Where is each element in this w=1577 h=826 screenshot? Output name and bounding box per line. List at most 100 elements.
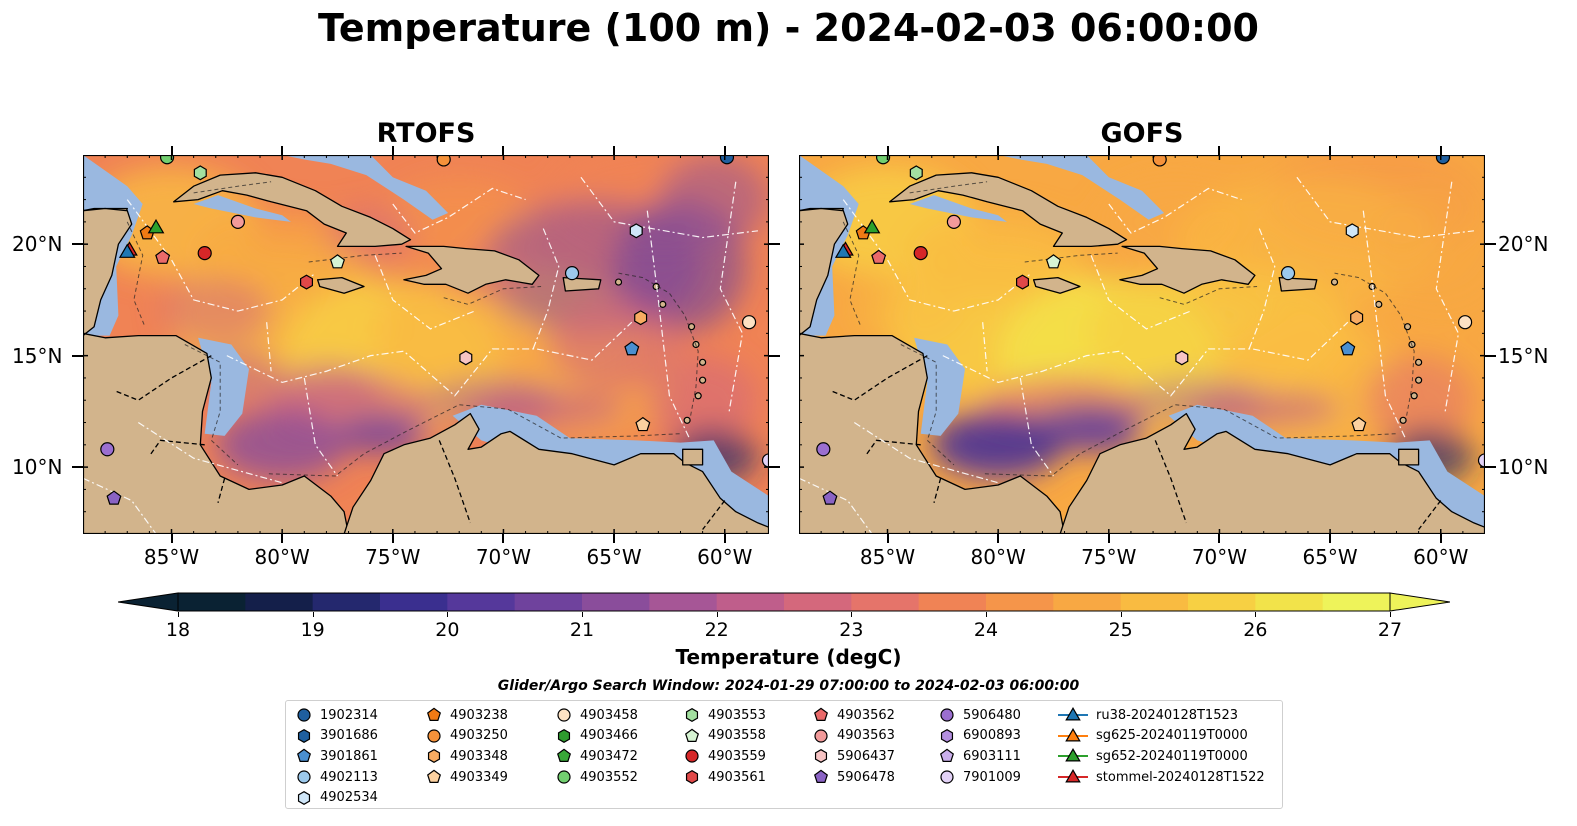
- country-border: [864, 439, 921, 457]
- land-yucatan: [83, 207, 133, 337]
- legend-triangle-marker: [1065, 707, 1081, 721]
- eez-boundary: [531, 228, 560, 352]
- land-trin: [1398, 448, 1420, 466]
- lon-tick-label: 75°W: [365, 545, 421, 569]
- argo-float-3901861: [1340, 341, 1356, 356]
- argo-float-4903558: [1045, 254, 1061, 269]
- panel-title-rtofs: RTOFS: [376, 118, 476, 149]
- land-pr: [562, 276, 602, 292]
- island: [694, 392, 702, 400]
- legend-label: 4902113: [320, 769, 378, 785]
- shelf-cubaS: [909, 195, 1007, 222]
- argo-float-4903562: [155, 249, 171, 264]
- land-cuba: [889, 172, 1128, 248]
- colorbar-segment: [514, 593, 583, 611]
- argo-float-4903561: [299, 274, 314, 290]
- argo-float-4903553: [193, 165, 207, 181]
- argo-float-5906437: [459, 350, 473, 366]
- legend-entry: 4902113: [296, 767, 378, 788]
- depth-contour: [308, 252, 402, 263]
- argo-float-4903559: [913, 245, 928, 261]
- legend-entry: 4903561: [684, 767, 766, 788]
- legend-pentagon-marker: [557, 749, 571, 763]
- legend-circle-marker: [557, 708, 571, 722]
- lon-tick-label: 70°W: [1191, 545, 1248, 569]
- argo-float-4903458: [741, 315, 757, 330]
- eez-boundary: [646, 210, 690, 439]
- eez-boundary: [392, 187, 526, 234]
- legend-label: sg652-20240119T0000: [1096, 748, 1248, 764]
- depth-contour: [1024, 252, 1118, 263]
- argo-float-4903553: [909, 165, 923, 181]
- legend-entry: 4903458: [556, 705, 638, 726]
- legend-entry: 4903348: [426, 746, 508, 767]
- country-border: [217, 478, 226, 503]
- country-border: [831, 355, 928, 401]
- shelf-nicShelf: [914, 337, 965, 436]
- argo-float-7901009: [761, 453, 769, 468]
- legend-label: 4903348: [450, 748, 508, 764]
- eez-boundary: [853, 422, 999, 484]
- depth-contour: [618, 272, 699, 423]
- legend-entry: 4902534: [296, 787, 378, 808]
- argo-float-4902534: [1345, 223, 1359, 239]
- legend-label: ru38-20240128T1523: [1096, 707, 1239, 723]
- legend-label: 5906478: [837, 769, 895, 785]
- land-trin: [682, 448, 704, 466]
- colorbar: [117, 592, 1451, 612]
- legend-label: 4903559: [708, 748, 766, 764]
- depth-contour: [909, 181, 988, 194]
- legend-label: 4903562: [837, 707, 895, 723]
- legend-circle-marker: [685, 749, 699, 764]
- legend-label: 4903553: [708, 707, 766, 723]
- figure-title: Temperature (100 m) - 2024-02-03 06:00:0…: [317, 6, 1259, 50]
- country-border: [115, 355, 212, 401]
- colorbar-segment: [582, 593, 650, 611]
- legend-hexagon-marker: [557, 728, 571, 743]
- colorbar-extend-min: [117, 592, 179, 612]
- eez-boundary: [1247, 228, 1276, 352]
- colorbar-segment: [380, 593, 448, 611]
- colorbar-segment: [245, 593, 314, 611]
- shelf-vzShelf: [452, 404, 769, 534]
- depth-contour: [984, 404, 1397, 477]
- island: [659, 300, 667, 308]
- legend-entry: 5906478: [813, 767, 895, 788]
- argo-float-7901009: [1477, 453, 1485, 468]
- legend-entry: 6900893: [939, 726, 1021, 747]
- colorbar-segment: [851, 593, 920, 611]
- lon-tick-label: 80°W: [254, 545, 310, 569]
- glider-ru38-20240128T1523: [834, 243, 852, 258]
- island: [1415, 376, 1423, 384]
- eez-boundary: [580, 176, 759, 239]
- legend-circle-marker: [297, 708, 311, 722]
- lon-tick-label: 70°W: [475, 545, 532, 569]
- eez-boundary: [1296, 176, 1475, 239]
- legend-circle-marker: [557, 770, 571, 784]
- legend-label: 4902534: [320, 790, 378, 806]
- land-south: [1059, 412, 1485, 534]
- legend-entry: 4903562: [813, 705, 895, 726]
- country-border: [1154, 440, 1187, 524]
- legend-entry: 4903238: [426, 705, 508, 726]
- argo-float-3901861: [624, 341, 640, 356]
- legend-label: 4903552: [580, 769, 638, 785]
- eez-boundary: [126, 199, 316, 312]
- glider-sg652-20240119T0000: [863, 218, 881, 234]
- eez-boundary: [1362, 210, 1406, 439]
- argo-float-4903349: [1351, 416, 1367, 432]
- colorbar-tick-label: 26: [1243, 619, 1268, 641]
- eez-boundary: [1090, 255, 1191, 330]
- colorbar-segment: [1053, 593, 1122, 611]
- land-jam: [1032, 276, 1081, 294]
- legend-entry: 4903552: [556, 767, 638, 788]
- argo-float-4903348: [634, 310, 648, 326]
- argo-float-4903563: [230, 214, 246, 229]
- argo-float-4903552: [159, 155, 175, 165]
- lon-tick-label: 80°W: [970, 545, 1026, 569]
- shelf-vzShelf: [1168, 404, 1485, 534]
- land-yucatan: [799, 207, 849, 337]
- land-hisp: [1119, 245, 1256, 294]
- eez-boundary: [374, 255, 475, 330]
- legend-hexagon-marker: [940, 728, 954, 743]
